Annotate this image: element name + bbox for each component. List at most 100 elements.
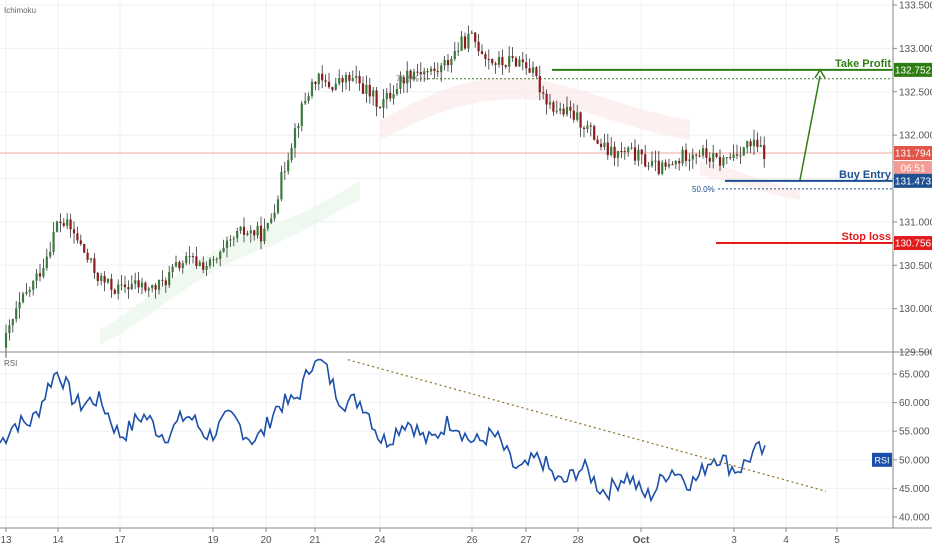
- candle-body[interactable]: [630, 147, 633, 149]
- candle-body[interactable]: [664, 162, 667, 167]
- candle-body[interactable]: [494, 63, 497, 65]
- candle-body[interactable]: [399, 77, 402, 89]
- candle-body[interactable]: [389, 92, 392, 99]
- candle-body[interactable]: [256, 225, 259, 236]
- candle-body[interactable]: [613, 146, 616, 158]
- candle-body[interactable]: [572, 110, 575, 120]
- candlestick-series[interactable]: [4, 25, 766, 358]
- candle-body[interactable]: [633, 147, 637, 161]
- candle-body[interactable]: [392, 94, 395, 99]
- candle-body[interactable]: [130, 283, 133, 290]
- candle-body[interactable]: [487, 59, 490, 61]
- candle-body[interactable]: [280, 171, 283, 200]
- candle-body[interactable]: [202, 262, 205, 270]
- candle-body[interactable]: [157, 279, 161, 290]
- candle-body[interactable]: [171, 266, 174, 273]
- candle-body[interactable]: [599, 143, 603, 147]
- candle-body[interactable]: [589, 125, 592, 127]
- candle-body[interactable]: [698, 155, 701, 157]
- candle-body[interactable]: [514, 57, 518, 67]
- candle-body[interactable]: [103, 275, 106, 283]
- candle-body[interactable]: [412, 71, 416, 80]
- candle-body[interactable]: [35, 273, 38, 281]
- candle-body[interactable]: [528, 68, 531, 73]
- candle-body[interactable]: [484, 54, 487, 60]
- candle-body[interactable]: [644, 154, 647, 167]
- candle-body[interactable]: [161, 279, 164, 281]
- candle-body[interactable]: [8, 325, 11, 334]
- candle-body[interactable]: [181, 263, 184, 269]
- candle-body[interactable]: [154, 285, 157, 290]
- candle-body[interactable]: [504, 65, 507, 67]
- candle-body[interactable]: [671, 164, 674, 166]
- rsi-series[interactable]: [0, 358, 827, 503]
- candle-body[interactable]: [586, 125, 589, 129]
- candle-body[interactable]: [440, 65, 443, 73]
- candle-body[interactable]: [321, 73, 324, 81]
- candle-body[interactable]: [385, 92, 388, 100]
- candle-body[interactable]: [365, 84, 368, 94]
- candle-body[interactable]: [317, 73, 320, 85]
- candle-body[interactable]: [637, 149, 640, 161]
- candle-body[interactable]: [59, 221, 62, 224]
- candle-body[interactable]: [341, 78, 344, 83]
- candle-body[interactable]: [423, 71, 426, 75]
- candle-body[interactable]: [86, 252, 89, 260]
- candle-body[interactable]: [195, 256, 198, 267]
- candle-body[interactable]: [310, 81, 314, 96]
- candle-body[interactable]: [531, 67, 535, 73]
- candle-body[interactable]: [739, 155, 742, 157]
- candle-body[interactable]: [66, 219, 69, 226]
- candle-body[interactable]: [83, 243, 86, 253]
- candle-body[interactable]: [378, 106, 382, 108]
- candle-body[interactable]: [236, 230, 239, 239]
- candle-body[interactable]: [610, 146, 613, 156]
- candle-body[interactable]: [559, 108, 562, 111]
- candle-body[interactable]: [123, 284, 127, 288]
- candle-body[interactable]: [759, 145, 762, 147]
- candle-body[interactable]: [545, 93, 548, 105]
- candle-body[interactable]: [735, 154, 739, 156]
- candle-body[interactable]: [623, 151, 626, 153]
- candle-body[interactable]: [137, 280, 140, 288]
- candle-body[interactable]: [283, 171, 286, 173]
- candle-body[interactable]: [701, 148, 705, 156]
- candle-body[interactable]: [259, 225, 263, 242]
- candle-body[interactable]: [338, 78, 341, 84]
- candle-body[interactable]: [467, 33, 470, 49]
- candle-body[interactable]: [426, 71, 429, 73]
- candle-body[interactable]: [246, 233, 249, 235]
- candle-body[interactable]: [38, 273, 42, 277]
- candle-body[interactable]: [93, 258, 96, 273]
- candle-body[interactable]: [433, 68, 436, 72]
- candle-body[interactable]: [640, 149, 643, 155]
- candle-body[interactable]: [535, 67, 538, 77]
- candle-body[interactable]: [688, 159, 691, 161]
- candle-body[interactable]: [232, 238, 235, 240]
- candle-body[interactable]: [491, 59, 494, 64]
- candle-body[interactable]: [763, 145, 766, 159]
- candle-body[interactable]: [168, 272, 171, 286]
- candle-body[interactable]: [402, 77, 405, 84]
- candle-body[interactable]: [596, 139, 599, 144]
- candle-body[interactable]: [178, 261, 181, 269]
- candle-body[interactable]: [127, 287, 130, 290]
- candle-body[interactable]: [742, 147, 745, 156]
- candle-body[interactable]: [215, 258, 218, 260]
- candle-body[interactable]: [732, 154, 735, 159]
- candle-body[interactable]: [565, 106, 569, 115]
- candle-body[interactable]: [627, 147, 630, 153]
- candle-body[interactable]: [18, 302, 21, 309]
- candle-body[interactable]: [222, 247, 225, 252]
- candle-body[interactable]: [511, 56, 514, 58]
- candle-body[interactable]: [409, 70, 412, 80]
- candle-body[interactable]: [164, 280, 167, 286]
- candle-body[interactable]: [120, 284, 123, 286]
- candle-body[interactable]: [579, 112, 582, 128]
- candle-body[interactable]: [21, 293, 25, 303]
- candle-body[interactable]: [239, 226, 242, 231]
- candle-body[interactable]: [569, 106, 572, 111]
- candle-body[interactable]: [327, 81, 331, 88]
- candle-body[interactable]: [113, 289, 116, 294]
